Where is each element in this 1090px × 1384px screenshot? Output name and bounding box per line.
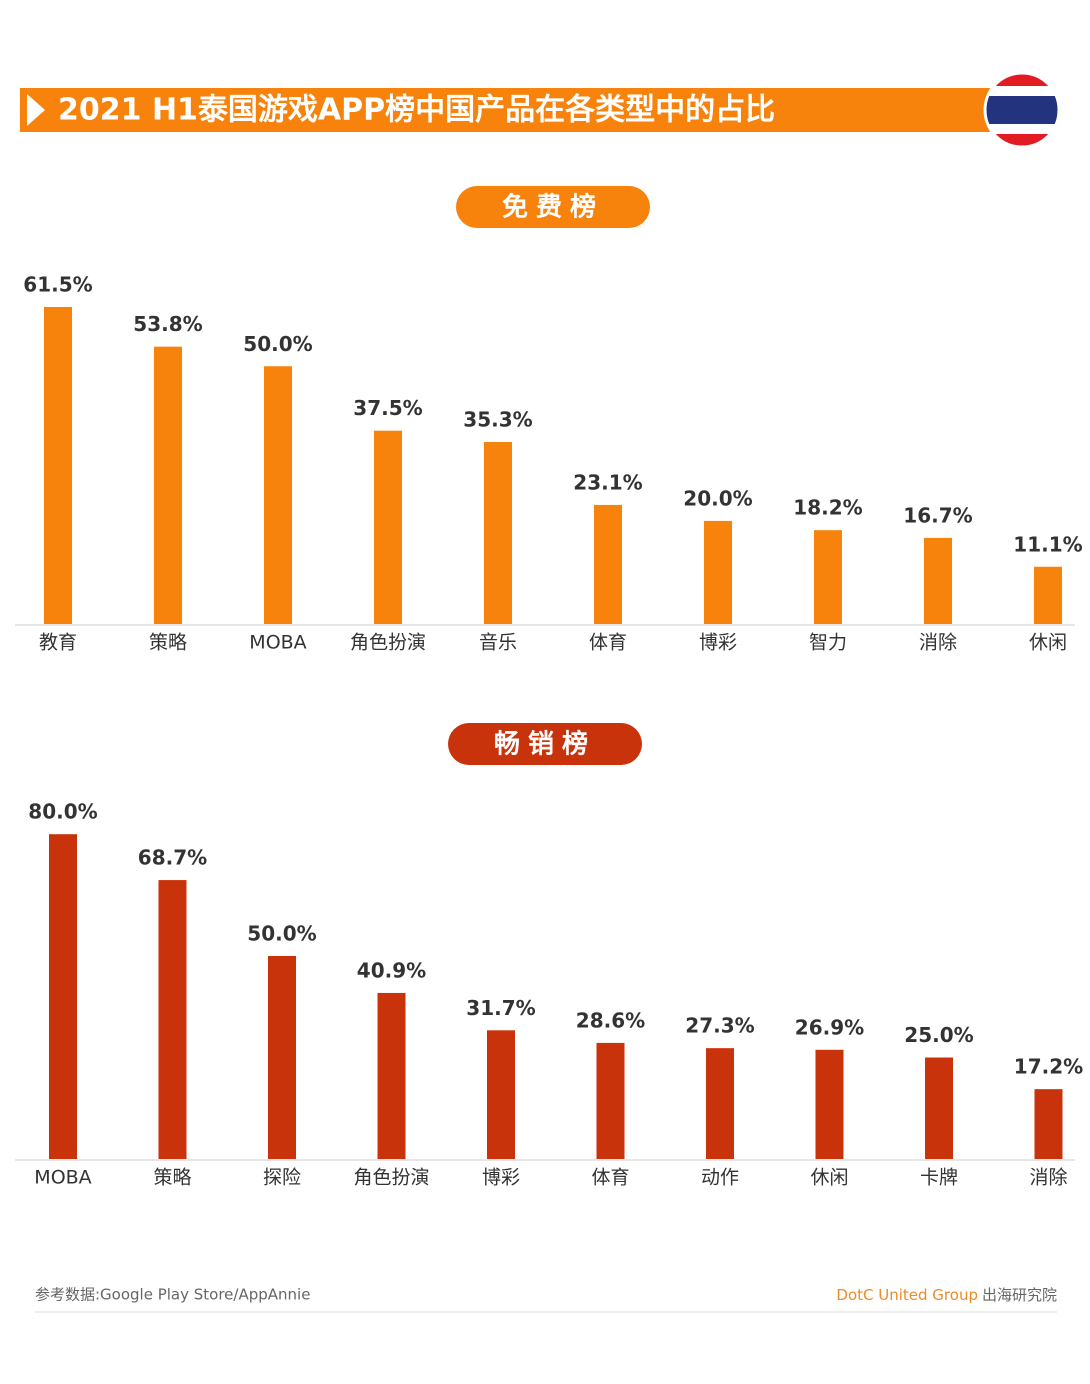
value-label: 17.2% xyxy=(1014,1055,1083,1079)
category-label: 消除 xyxy=(919,632,957,654)
bar xyxy=(487,1030,515,1159)
brand-name: DotC United Group xyxy=(836,1286,978,1304)
value-label: 27.3% xyxy=(685,1014,754,1038)
value-label: 16.7% xyxy=(903,503,972,527)
value-label: 50.0% xyxy=(243,332,312,356)
bar xyxy=(924,537,952,624)
value-label: 26.9% xyxy=(795,1015,864,1039)
bar xyxy=(706,1048,734,1159)
value-label: 37.5% xyxy=(353,396,422,420)
value-label: 31.7% xyxy=(466,996,535,1020)
value-label: 35.3% xyxy=(463,408,532,432)
section-title: 畅销榜 xyxy=(494,729,596,760)
bar xyxy=(1034,566,1062,624)
category-label: 角色扮演 xyxy=(350,632,426,654)
header-bar xyxy=(20,88,1010,132)
category-label: 卡牌 xyxy=(920,1167,958,1189)
category-label: 休闲 xyxy=(1029,632,1067,654)
value-label: 20.0% xyxy=(683,486,752,510)
section-pill xyxy=(448,723,642,765)
bar xyxy=(268,956,296,1159)
brand: DotC United Group 出海研究院 xyxy=(836,1286,1057,1304)
category-label: 动作 xyxy=(701,1167,739,1189)
section-pill xyxy=(456,186,650,228)
category-label: 角色扮演 xyxy=(353,1167,429,1189)
value-label: 80.0% xyxy=(28,800,97,824)
bar xyxy=(377,992,406,1159)
category-label: 体育 xyxy=(591,1167,629,1189)
source-note: 参考数据:Google Play Store/AppAnnie xyxy=(35,1286,310,1304)
category-label: 策略 xyxy=(149,632,187,654)
value-label: 18.2% xyxy=(793,496,862,520)
bar xyxy=(484,442,512,624)
brand-suffix: 出海研究院 xyxy=(982,1286,1057,1304)
category-label: 探险 xyxy=(263,1167,301,1189)
category-label: MOBA xyxy=(34,1167,91,1189)
value-label: 28.6% xyxy=(576,1008,645,1032)
bar xyxy=(154,346,182,624)
bar xyxy=(374,430,402,624)
category-label: 休闲 xyxy=(810,1167,848,1189)
value-label: 50.0% xyxy=(247,922,316,946)
bar xyxy=(44,306,72,624)
category-label: 博彩 xyxy=(699,632,737,654)
bar xyxy=(49,834,77,1159)
bar xyxy=(158,880,187,1159)
flag-ring xyxy=(983,71,1061,149)
bar xyxy=(594,504,622,624)
category-label: 教育 xyxy=(39,632,77,654)
value-label: 68.7% xyxy=(138,846,207,870)
bar xyxy=(704,520,732,624)
thai-flag xyxy=(985,73,1059,147)
category-label: 博彩 xyxy=(482,1167,520,1189)
bar xyxy=(815,1049,844,1159)
bar xyxy=(1034,1089,1063,1159)
bar xyxy=(925,1057,953,1159)
value-label: 53.8% xyxy=(133,312,202,336)
category-label: 策略 xyxy=(153,1167,191,1189)
value-label: 61.5% xyxy=(23,272,92,296)
header-title: 2021 H1泰国游戏APP榜中国产品在各类型中的占比 xyxy=(58,93,775,128)
category-label: 体育 xyxy=(589,632,627,654)
bar xyxy=(264,366,292,624)
value-label: 23.1% xyxy=(573,470,642,494)
bar xyxy=(596,1042,625,1159)
category-label: MOBA xyxy=(249,632,306,654)
bar xyxy=(814,530,842,624)
header-arrow xyxy=(27,94,45,126)
category-label: 音乐 xyxy=(479,632,517,654)
value-label: 25.0% xyxy=(904,1023,973,1047)
value-label: 40.9% xyxy=(357,958,426,982)
category-label: 智力 xyxy=(809,632,847,654)
section-title: 免费榜 xyxy=(502,192,604,223)
value-label: 11.1% xyxy=(1013,532,1082,556)
category-label: 消除 xyxy=(1029,1167,1067,1189)
